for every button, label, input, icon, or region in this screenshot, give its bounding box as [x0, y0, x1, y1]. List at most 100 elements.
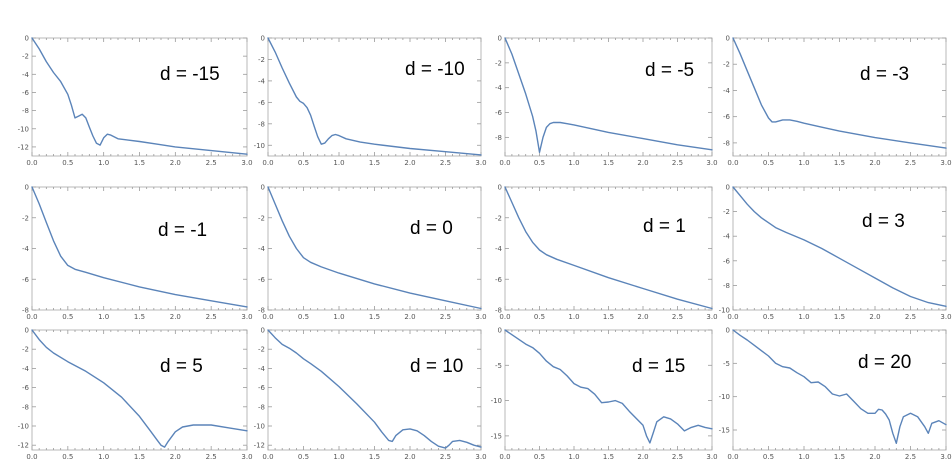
- y-tick-label: -2: [723, 61, 730, 69]
- y-tick-label: -10: [254, 423, 265, 431]
- plot-frame: [267, 186, 482, 311]
- x-tick-label: 2.5: [672, 453, 683, 461]
- y-tick-label: 0: [261, 184, 265, 192]
- x-tick-label: 2.5: [206, 313, 217, 321]
- y-tick-label: -8: [495, 134, 502, 142]
- x-tick-label: 2.5: [672, 313, 683, 321]
- y-tick-label: -8: [258, 120, 265, 128]
- y-tick-label: -8: [723, 139, 730, 147]
- plot-frame: [732, 37, 947, 157]
- chart-title: d = 20: [858, 352, 911, 373]
- x-tick-label: 0.5: [534, 453, 545, 461]
- x-tick-label: 1.5: [603, 159, 614, 167]
- y-tick-label: -8: [22, 307, 29, 315]
- y-tick-label: -10: [18, 423, 29, 431]
- x-tick-label: 3.0: [241, 159, 252, 167]
- series-line: [267, 37, 482, 156]
- chart-title: d = 10: [410, 356, 463, 377]
- y-tick-label: -6: [723, 113, 731, 121]
- subplot-4: 0.0 0.5 1.0 1.5 2.0 2.5 3.0 0 -2 -4 -6 -8 d = -3: [723, 35, 952, 168]
- x-tick-label: 1.0: [568, 313, 579, 321]
- y-tick-label: -2: [22, 53, 29, 61]
- x-tick-label: 1.0: [798, 159, 809, 167]
- y-tick-label: -4: [258, 77, 266, 85]
- y-tick-label: -4: [258, 365, 266, 373]
- subplot-2: 0.0 0.5 1.0 1.5 2.0 2.5 3.0 0 -2 -4 -6 -8 -10 d = -10: [254, 35, 487, 168]
- x-tick-label: 1.5: [369, 313, 380, 321]
- y-tick-label: -6: [495, 109, 503, 117]
- y-tick-label: 0: [261, 327, 265, 335]
- series-line: [267, 329, 482, 449]
- y-tick-label: -4: [22, 245, 30, 253]
- y-tick-label: -10: [254, 142, 265, 150]
- x-tick-label: 1.0: [98, 159, 109, 167]
- y-tick-label: 0: [498, 327, 502, 335]
- chart-title: d = -5: [645, 60, 694, 81]
- y-tick-label: -6: [22, 276, 30, 284]
- x-tick-label: 2.0: [170, 159, 181, 167]
- y-tick-label: -8: [495, 307, 502, 315]
- plot-frame: [732, 186, 947, 311]
- subplot-9: 0.0 0.5 1.0 1.5 2.0 2.5 3.0 0 -2 -4 -6 -8 -10 -12 d = …: [18, 327, 253, 462]
- y-tick-label: -4: [22, 365, 30, 373]
- x-tick-label: 3.0: [706, 159, 717, 167]
- chart-title: d = 5: [160, 356, 203, 377]
- x-tick-label: 1.5: [134, 453, 145, 461]
- x-tick-label: 1.5: [134, 313, 145, 321]
- chart-title: d = -10: [405, 59, 465, 80]
- x-tick-label: 0.0: [499, 159, 510, 167]
- x-tick-label: 1.0: [798, 453, 809, 461]
- x-tick-label: 2.0: [404, 453, 415, 461]
- subplot-5: 0.0 0.5 1.0 1.5 2.0 2.5 3.0 0 -2 -4 -6 -8 d = -1: [22, 184, 253, 322]
- x-tick-label: 2.0: [869, 159, 880, 167]
- x-tick-label: 1.5: [134, 159, 145, 167]
- x-tick-label: 0.5: [298, 313, 309, 321]
- series-line: [31, 329, 248, 448]
- x-tick-label: 0.5: [298, 453, 309, 461]
- y-tick-label: -2: [22, 214, 29, 222]
- y-tick-label: -4: [723, 233, 731, 241]
- chart-title: d = 1: [643, 216, 686, 237]
- y-tick-label: -12: [18, 143, 29, 151]
- y-tick-label: -12: [18, 442, 29, 450]
- plot-frame: [504, 329, 713, 451]
- y-tick-label: -4: [22, 71, 30, 79]
- x-tick-label: 0.5: [62, 159, 73, 167]
- y-tick-label: -4: [495, 84, 503, 92]
- y-tick-label: -2: [22, 346, 29, 354]
- x-tick-label: 3.0: [241, 313, 252, 321]
- y-tick-label: -6: [22, 89, 30, 97]
- y-tick-label: 0: [25, 184, 29, 192]
- y-tick-label: 0: [726, 35, 730, 43]
- x-tick-label: 3.0: [706, 453, 717, 461]
- x-tick-label: 2.5: [206, 453, 217, 461]
- subplot-1: 0.0 0.5 1.0 1.5 2.0 2.5 3.0 0 -2 -4 -6 -8 -10 -12 d = …: [18, 35, 253, 168]
- plot-frame: [504, 37, 713, 157]
- chart-title: d = 0: [410, 218, 453, 239]
- series-line: [504, 37, 713, 154]
- y-tick-label: -6: [258, 384, 266, 392]
- x-tick-label: 2.0: [404, 313, 415, 321]
- y-tick-label: -5: [495, 362, 502, 370]
- x-tick-label: 1.0: [98, 453, 109, 461]
- y-tick-label: 0: [261, 35, 265, 43]
- y-tick-label: 0: [498, 184, 502, 192]
- x-tick-label: 3.0: [940, 159, 951, 167]
- x-tick-label: 0.5: [298, 159, 309, 167]
- y-tick-label: -2: [495, 214, 502, 222]
- x-tick-label: 0.0: [262, 159, 273, 167]
- x-tick-label: 1.5: [834, 159, 845, 167]
- chart-title: d = -1: [158, 220, 207, 241]
- y-tick-label: 0: [25, 327, 29, 335]
- x-tick-label: 1.0: [798, 313, 809, 321]
- subplot-11: 0.0 0.5 1.0 1.5 2.0 2.5 3.0 0 -5 -10 -15 d = 15: [491, 327, 718, 462]
- x-tick-label: 2.0: [637, 159, 648, 167]
- x-tick-label: 1.0: [568, 453, 579, 461]
- chart-title: d = 15: [632, 356, 685, 377]
- x-tick-label: 0.0: [26, 313, 37, 321]
- series-line: [31, 186, 248, 308]
- x-tick-label: 0.5: [534, 313, 545, 321]
- y-tick-label: 0: [25, 35, 29, 43]
- plot-frame: [267, 329, 482, 451]
- y-tick-label: -12: [254, 442, 265, 450]
